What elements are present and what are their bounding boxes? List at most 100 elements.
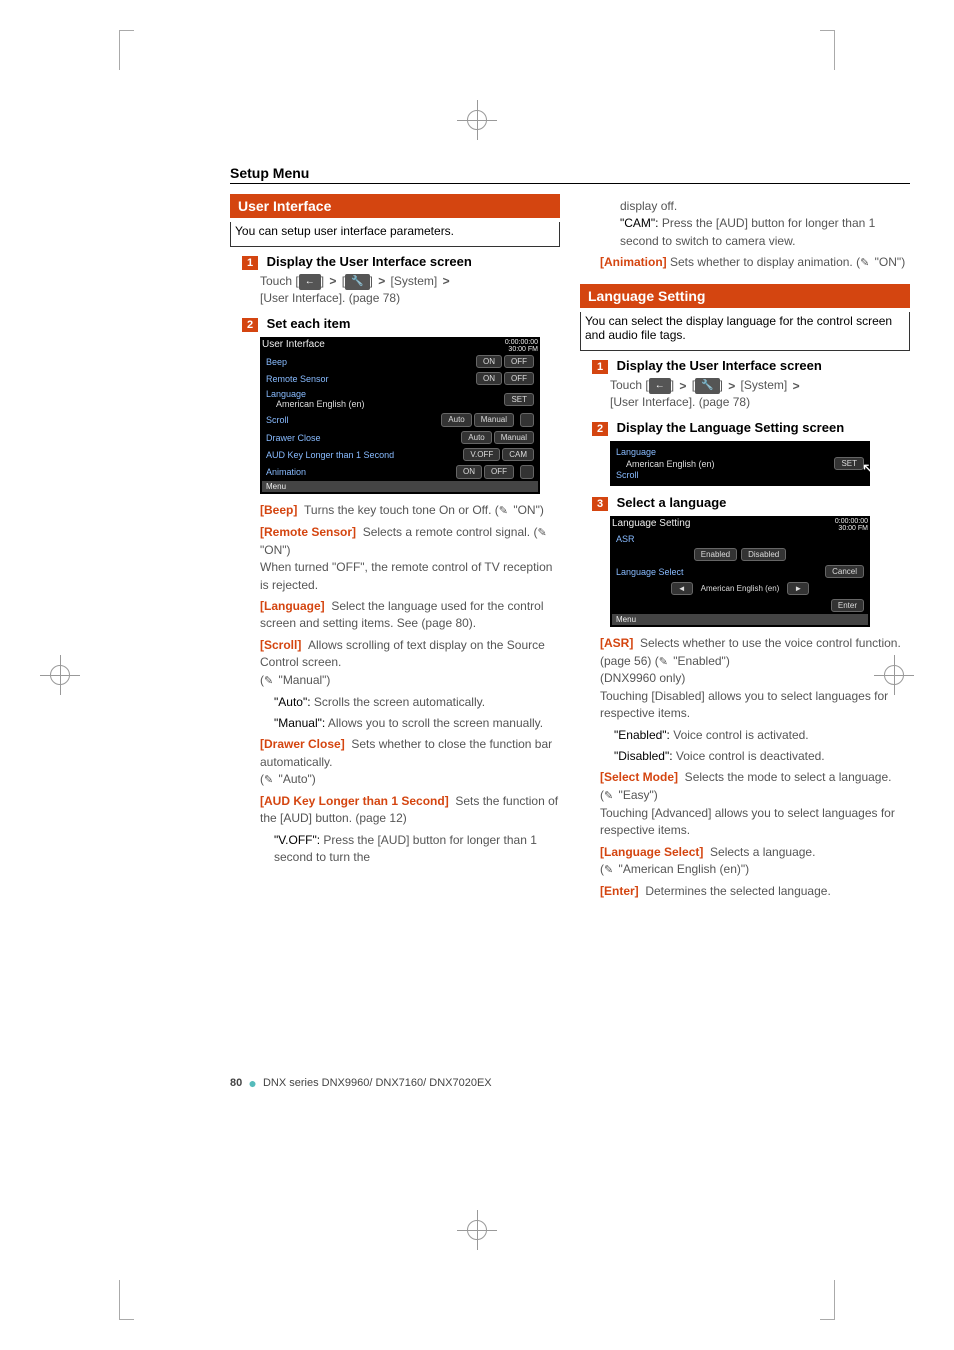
pencil-icon: ✎ bbox=[860, 257, 869, 269]
definition-sub: "Disabled": Voice control is deactivated… bbox=[614, 748, 910, 765]
step-1-sub: [User Interface]. (page 78) bbox=[260, 291, 400, 305]
time: 0:00:00:00 bbox=[835, 518, 868, 525]
right-column: display off. "CAM": Press the [AUD] butt… bbox=[580, 194, 910, 904]
back-icon: ← bbox=[649, 378, 671, 394]
lang-label: Language bbox=[616, 447, 864, 457]
step-2: 2 Set each item bbox=[242, 315, 560, 333]
definition: [Language Select] Selects a language.(✎ … bbox=[600, 844, 910, 879]
step-1: 1 Display the User Interface screen bbox=[242, 253, 560, 271]
definition: [Scroll] Allows scrolling of text displa… bbox=[260, 637, 560, 690]
arrow-icon: > bbox=[728, 379, 735, 393]
step-number: 1 bbox=[242, 256, 258, 270]
cancel-button[interactable]: Cancel bbox=[825, 565, 864, 578]
time: 30:00 FM bbox=[508, 346, 538, 353]
definition: [ASR] Selects whether to use the voice c… bbox=[600, 635, 910, 723]
enter-button[interactable]: Enter bbox=[831, 599, 864, 612]
page-footer: 80 ● DNX series DNX9960/ DNX7160/ DNX702… bbox=[230, 1075, 492, 1091]
option-button[interactable]: V.OFF bbox=[463, 448, 500, 461]
crop-mark bbox=[119, 1280, 134, 1320]
option-button[interactable]: CAM bbox=[502, 448, 534, 461]
set-button[interactable]: SET bbox=[834, 457, 864, 470]
option-button[interactable]: OFF bbox=[504, 372, 534, 385]
option-button[interactable]: ON bbox=[476, 372, 502, 385]
tool-icon: 🔧 bbox=[345, 274, 369, 290]
touch-label: Touch bbox=[260, 274, 292, 288]
option-button[interactable]: OFF bbox=[504, 355, 534, 368]
next-button[interactable]: ► bbox=[787, 582, 809, 595]
step-number: 2 bbox=[242, 318, 258, 332]
definition-sub: "V.OFF": Press the [AUD] button for long… bbox=[274, 832, 560, 867]
disabled-button[interactable]: Disabled bbox=[741, 548, 786, 561]
lang-set-screenshot: Language American English (en) SET Scrol… bbox=[610, 441, 870, 486]
definition-sub: "Manual": Allows you to scroll the scree… bbox=[274, 715, 560, 732]
continuation-text: display off. "CAM": Press the [AUD] butt… bbox=[620, 198, 910, 250]
option-button[interactable]: Manual bbox=[474, 413, 514, 427]
registration-mark bbox=[40, 655, 80, 695]
time: 30:00 FM bbox=[838, 525, 868, 532]
section-intro: You can setup user interface parameters. bbox=[230, 222, 560, 247]
back-icon: ← bbox=[299, 274, 321, 290]
screenshot-row: AUD Key Longer than 1 SecondV.OFFCAM bbox=[262, 446, 538, 463]
screenshot-title: Language Setting bbox=[612, 518, 690, 530]
lang-step-1: 1 Display the User Interface screen bbox=[592, 357, 910, 375]
screenshot-title: User Interface bbox=[262, 339, 325, 351]
crop-mark bbox=[119, 30, 134, 70]
definition-sub: "Auto": Scrolls the screen automatically… bbox=[274, 694, 560, 711]
option-button[interactable]: Auto bbox=[461, 431, 491, 444]
lang-value: American English (en) bbox=[701, 584, 780, 593]
page-header: Setup Menu bbox=[230, 165, 910, 184]
definition: [Beep] Turns the key touch tone On or Of… bbox=[260, 502, 560, 520]
section-header-lang: Language Setting bbox=[580, 284, 910, 308]
scroll-label: Scroll bbox=[616, 470, 864, 480]
footer-series: DNX series DNX9960/ DNX7160/ DNX7020EX bbox=[263, 1077, 492, 1089]
lang-step-2: 2 Display the Language Setting screen bbox=[592, 419, 910, 437]
enabled-button[interactable]: Enabled bbox=[694, 548, 737, 561]
crop-mark bbox=[820, 1280, 835, 1320]
step-1-body: Touch [←] > [🔧] > [System] > [User Inter… bbox=[260, 273, 560, 307]
option-button[interactable]: ON bbox=[456, 465, 482, 479]
arrow-icon: > bbox=[378, 274, 385, 288]
definition: [Drawer Close] Sets whether to close the… bbox=[260, 736, 560, 789]
definition-sub: "Enabled": Voice control is activated. bbox=[614, 727, 910, 744]
animation-def: [Animation] Sets whether to display anim… bbox=[600, 254, 910, 272]
screenshot-row: Remote SensorONOFF bbox=[262, 370, 538, 387]
screenshot-footer: Menu bbox=[612, 614, 868, 625]
step-number: 3 bbox=[592, 497, 608, 511]
option-button[interactable]: OFF bbox=[484, 465, 514, 479]
screenshot-row: Drawer CloseAutoManual bbox=[262, 429, 538, 446]
crop-mark bbox=[820, 30, 835, 70]
ui-screenshot: User Interface 0:00:00:0030:00 FM BeepON… bbox=[260, 337, 540, 494]
lang-step-1-body: Touch [←] > [🔧] > [System] > [User Inter… bbox=[610, 377, 910, 411]
screenshot-row: LanguageAmerican English (en)SET bbox=[262, 387, 538, 411]
lang-intro: You can select the display language for … bbox=[580, 312, 910, 351]
option-button[interactable]: Manual bbox=[494, 431, 534, 444]
bullet-icon: ● bbox=[248, 1075, 256, 1091]
tool-icon: 🔧 bbox=[695, 378, 719, 394]
arrow-icon: > bbox=[793, 379, 800, 393]
screenshot-row: AnimationONOFF bbox=[262, 463, 538, 481]
step-number: 1 bbox=[592, 360, 608, 374]
section-header-ui: User Interface bbox=[230, 194, 560, 218]
arrow-icon: > bbox=[443, 274, 450, 288]
definition: [Enter] Determines the selected language… bbox=[600, 883, 910, 900]
step-title: Display the User Interface screen bbox=[617, 358, 822, 373]
lang-value: American English (en) bbox=[626, 459, 715, 469]
definition: [AUD Key Longer than 1 Second] Sets the … bbox=[260, 793, 560, 828]
arrow-icon: > bbox=[329, 274, 336, 288]
lang-step-3: 3 Select a language bbox=[592, 494, 910, 512]
left-column: User Interface You can setup user interf… bbox=[230, 194, 560, 904]
option-button[interactable]: Auto bbox=[441, 413, 471, 427]
screenshot-row: BeepONOFF bbox=[262, 353, 538, 370]
option-button[interactable]: SET bbox=[504, 393, 534, 406]
lang-select-label: Language Select bbox=[616, 567, 684, 577]
definition: [Language] Select the language used for … bbox=[260, 598, 560, 633]
step-number: 2 bbox=[592, 422, 608, 436]
screenshot-row: ScrollAutoManual bbox=[262, 411, 538, 429]
step-title: Display the Language Setting screen bbox=[617, 420, 845, 435]
system-label: [System] bbox=[391, 274, 438, 288]
option-button[interactable]: ON bbox=[476, 355, 502, 368]
definition: [Remote Sensor] Selects a remote control… bbox=[260, 524, 560, 594]
time: 0:00:00:00 bbox=[505, 339, 538, 346]
step-title: Select a language bbox=[617, 495, 727, 510]
prev-button[interactable]: ◄ bbox=[671, 582, 693, 595]
